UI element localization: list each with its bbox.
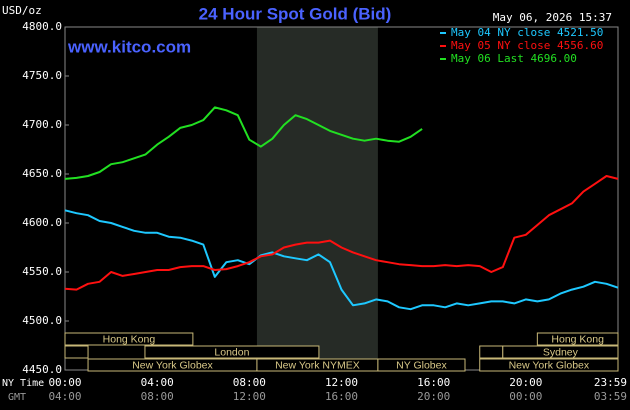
x-tick-label: 04:00: [141, 376, 174, 389]
session-label: London: [214, 346, 249, 358]
session-bar: [64, 345, 89, 359]
y-tick-label: 4450.0: [22, 363, 62, 376]
y-tick-label: 4650.0: [22, 167, 62, 180]
legend-label: May 04 NY close 4521.50: [451, 26, 603, 39]
x2-tick-label: 20:00: [417, 390, 450, 403]
x2-axis-label: GMT: [8, 392, 26, 403]
session-label: Hong Kong: [103, 333, 156, 345]
x-axis-label: NY Time: [2, 378, 44, 389]
legend-label: May 06 Last 4696.00: [451, 52, 577, 65]
session-bar: [479, 345, 504, 359]
series-line: [64, 209, 619, 311]
session-label: New York NYMEX: [275, 359, 360, 371]
chart-title: 24 Hour Spot Gold (Bid): [199, 4, 392, 23]
y-tick-label: 4700.0: [22, 118, 62, 131]
highlight-region: [256, 27, 378, 370]
x2-tick-label: 00:00: [509, 390, 542, 403]
y-tick-label: 4500.0: [22, 314, 62, 327]
x-tick-label: 20:00: [509, 376, 542, 389]
x2-tick-label: 04:00: [48, 390, 81, 403]
series-line: [64, 106, 423, 180]
x-tick-label: 16:00: [417, 376, 450, 389]
y-tick-label: 4750.0: [22, 69, 62, 82]
x2-tick-label: 12:00: [233, 390, 266, 403]
x2-tick-label: 16:00: [325, 390, 358, 403]
session-bar: [377, 358, 466, 372]
session-bar: [144, 345, 320, 359]
x-tick-label: 12:00: [325, 376, 358, 389]
x2-tick-label: 08:00: [141, 390, 174, 403]
y-axis-label: USD/oz: [2, 4, 42, 17]
session-bar: [536, 332, 619, 346]
session-label: Hong Kong: [551, 333, 604, 345]
y-tick-label: 4550.0: [22, 265, 62, 278]
x2-tick-label: 03:59: [594, 390, 627, 403]
session-label: New York Globex: [132, 359, 213, 371]
timestamp: May 06, 2026 15:37: [493, 11, 612, 24]
y-tick-label: 4800.0: [22, 20, 62, 33]
series-line: [64, 175, 619, 291]
session-label: Sydney: [543, 346, 579, 358]
session-bar: [64, 332, 194, 346]
watermark: www.kitco.com: [67, 37, 191, 56]
y-tick-label: 4600.0: [22, 216, 62, 229]
session-bar: [502, 345, 619, 359]
session-label: NY Globex: [396, 359, 447, 371]
x-tick-label: 00:00: [48, 376, 81, 389]
legend-label: May 05 NY close 4556.60: [451, 39, 603, 52]
session-bar: [479, 358, 619, 372]
x-tick-label: 23:59: [594, 376, 627, 389]
session-label: New York Globex: [509, 359, 590, 371]
x-tick-label: 08:00: [233, 376, 266, 389]
